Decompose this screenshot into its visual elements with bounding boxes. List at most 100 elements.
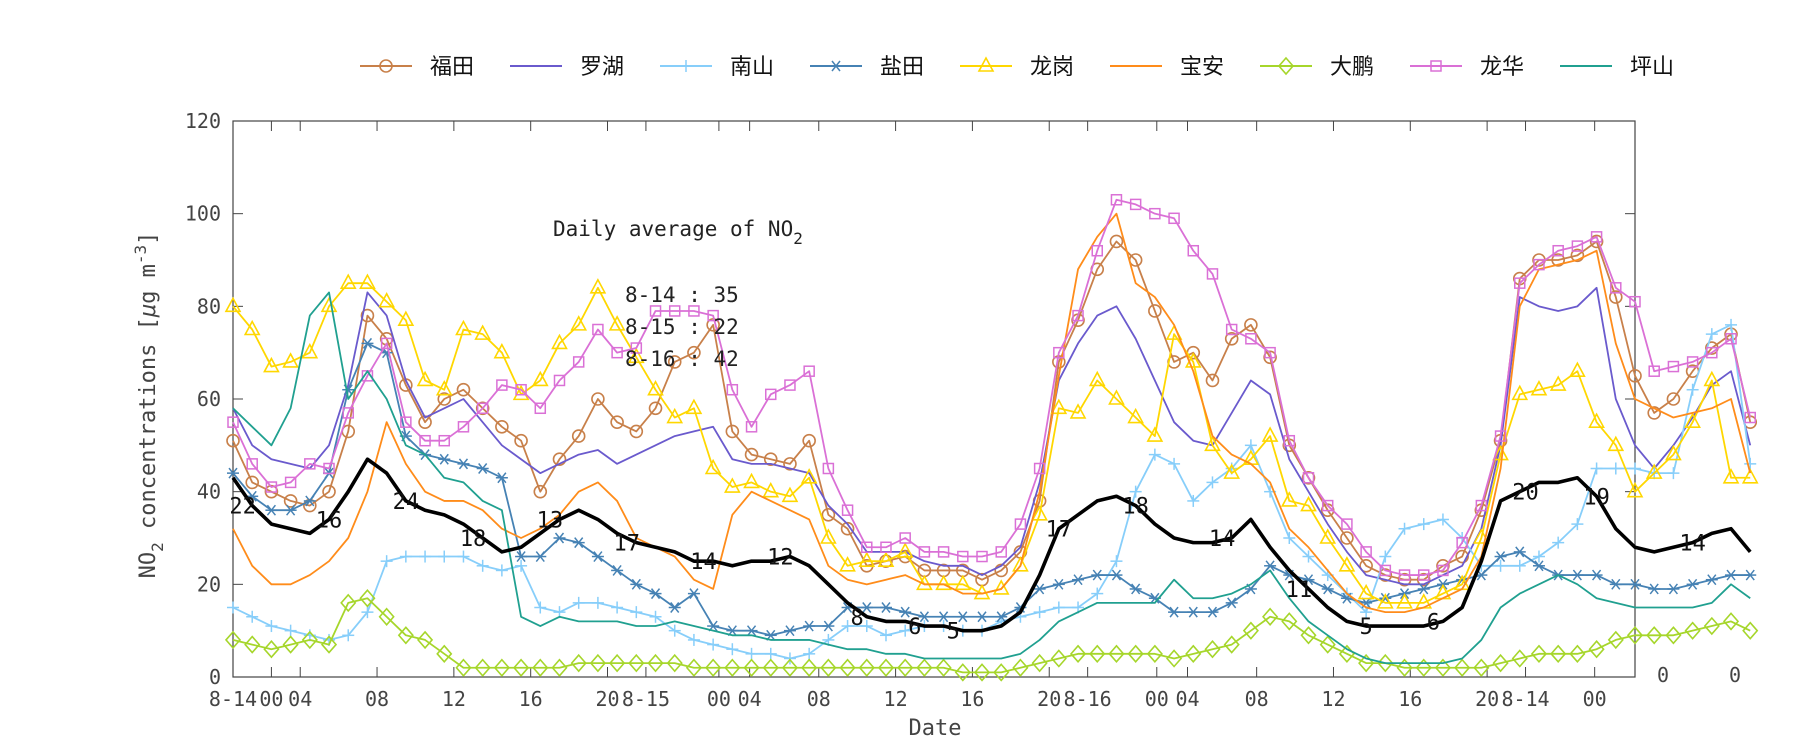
point-marker <box>627 347 645 364</box>
point-marker <box>227 416 239 428</box>
annotation-line-2: 8-15 : 22 <box>625 315 739 339</box>
point-marker <box>1341 518 1353 530</box>
average-label: 16 <box>316 508 343 533</box>
point-marker <box>1515 546 1525 558</box>
point-marker <box>881 602 891 613</box>
point-marker <box>648 401 663 416</box>
point-marker <box>265 481 278 493</box>
point-marker <box>379 59 393 73</box>
point-marker <box>1588 412 1605 428</box>
point-marker <box>343 384 353 396</box>
point-marker <box>839 556 856 572</box>
point-marker <box>707 309 719 322</box>
point-marker <box>743 658 760 677</box>
point-marker <box>685 658 702 677</box>
annotation-box: Daily average of NO2 8-14 : 35 8-15 : 22… <box>553 217 803 371</box>
point-marker <box>1533 258 1545 271</box>
point-marker <box>493 658 510 677</box>
point-marker <box>992 579 1010 595</box>
average-label: 20 <box>1512 481 1539 506</box>
point-marker <box>416 630 434 650</box>
point-marker <box>1377 653 1394 673</box>
point-marker <box>1245 333 1257 345</box>
point-marker <box>1360 546 1372 558</box>
point-marker <box>1572 569 1582 581</box>
point-marker <box>1303 574 1314 586</box>
point-marker <box>935 658 952 677</box>
point-marker <box>378 607 395 626</box>
point-marker <box>496 379 508 391</box>
point-marker <box>762 658 779 677</box>
point-marker <box>877 658 895 677</box>
average-label: 24 <box>393 490 420 515</box>
point-marker <box>724 477 741 493</box>
point-marker <box>1131 583 1141 595</box>
point-marker <box>282 352 299 368</box>
legend-item-1: 福田 <box>360 55 474 80</box>
point-marker <box>514 433 528 448</box>
point-marker <box>495 419 509 434</box>
point-marker <box>1416 572 1431 587</box>
point-marker <box>668 305 681 317</box>
point-marker <box>1054 578 1064 590</box>
point-marker <box>320 296 338 313</box>
point-marker <box>1263 350 1277 365</box>
x-tick-label: 00 <box>1145 687 1169 711</box>
legend-label: 龙岗 <box>1030 55 1074 80</box>
point-marker <box>685 398 703 415</box>
x-tick-label: 08 <box>1245 687 1269 711</box>
point-marker <box>1514 277 1526 289</box>
annotation-title: Daily average of NO2 <box>553 217 803 248</box>
x-tick-label: 8-14 <box>1501 687 1549 711</box>
point-marker <box>900 606 910 618</box>
point-marker <box>533 484 548 499</box>
point-marker <box>380 337 393 350</box>
point-marker <box>1187 244 1200 257</box>
point-marker <box>474 658 491 677</box>
point-marker <box>1321 499 1334 512</box>
point-marker <box>1492 444 1509 461</box>
point-marker <box>551 658 568 677</box>
x-tick-label-overflow: 0 <box>1729 663 1741 687</box>
point-marker <box>1379 564 1392 577</box>
point-marker <box>1168 212 1180 225</box>
point-marker <box>419 434 431 447</box>
point-marker <box>804 620 814 632</box>
point-marker <box>954 574 972 591</box>
series-line <box>232 597 1751 674</box>
point-marker <box>1706 346 1718 359</box>
point-marker <box>1207 606 1218 618</box>
point-marker <box>1072 309 1084 322</box>
point-marker <box>1223 463 1241 479</box>
point-marker <box>1611 578 1621 590</box>
point-marker <box>861 541 873 554</box>
legend-item-6: 宝安 <box>1110 55 1224 80</box>
point-marker <box>1053 346 1065 359</box>
point-marker <box>918 546 931 558</box>
point-marker <box>554 532 565 544</box>
point-marker <box>455 319 472 336</box>
point-marker <box>744 447 759 462</box>
average-label: 18 <box>460 527 487 552</box>
x-tick-label: 00 <box>707 687 731 711</box>
point-marker <box>304 458 316 470</box>
point-marker <box>1454 658 1471 677</box>
average-label: 17 <box>613 532 640 557</box>
point-marker <box>822 462 835 475</box>
point-marker <box>1035 583 1045 595</box>
legend-item-3: 南山 <box>660 55 774 80</box>
point-marker <box>1726 569 1736 581</box>
series-line <box>232 291 1751 664</box>
point-marker <box>1455 549 1469 564</box>
y-tick-label: 20 <box>197 572 221 596</box>
point-marker <box>1589 234 1604 249</box>
x-tick-label: 8-14 <box>209 687 257 711</box>
point-marker <box>726 383 739 396</box>
point-marker <box>1648 365 1660 377</box>
series-6 <box>232 212 1752 614</box>
point-marker <box>1204 639 1221 659</box>
point-marker <box>1264 346 1276 359</box>
point-marker <box>226 433 240 448</box>
point-marker <box>435 380 453 396</box>
point-marker <box>1148 304 1162 318</box>
